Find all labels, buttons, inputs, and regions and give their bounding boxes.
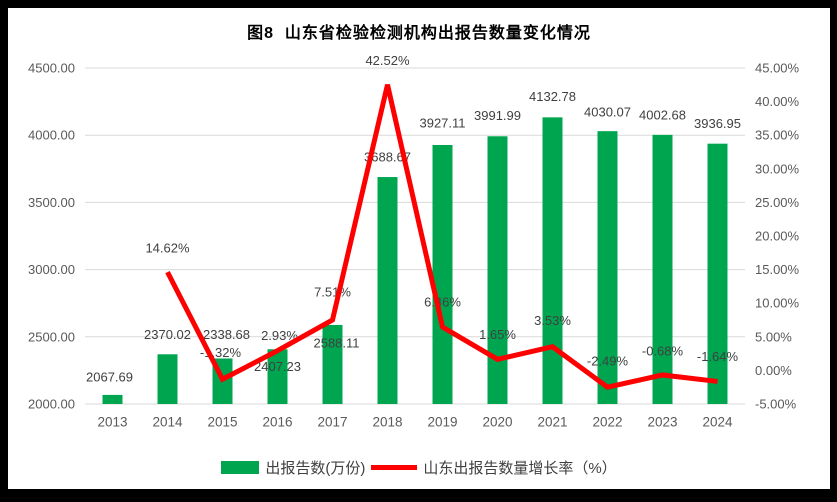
legend-bar-swatch-icon <box>221 461 260 474</box>
bar-2023 <box>652 134 673 404</box>
growth-value-label: 42.52% <box>365 53 410 68</box>
y-left-tick-label: 4000.00 <box>28 128 75 143</box>
y-left-tick-label: 2500.00 <box>28 329 75 344</box>
bar-2014 <box>157 354 178 404</box>
legend-line-label: 山东出报告数量增长率（%） <box>423 460 617 477</box>
y-left-tick-label: 2000.00 <box>28 397 75 412</box>
x-tick-label: 2019 <box>427 415 457 430</box>
x-tick-label: 2023 <box>647 415 677 430</box>
y-left-tick-label: 4500.00 <box>28 61 75 76</box>
growth-value-label: 2.93% <box>261 328 298 343</box>
bar-value-label: 2338.68 <box>203 327 250 342</box>
y-right-tick-label: 40.00% <box>755 94 800 109</box>
x-tick-label: 2022 <box>592 415 622 430</box>
y-right-tick-label: 35.00% <box>755 128 800 143</box>
bar-2020 <box>487 136 508 404</box>
chart-plot: 4500.00 4000.00 3500.00 3000.00 2500.00 2000.… <box>28 53 800 430</box>
y-right-tick-label: 15.00% <box>755 262 800 277</box>
growth-value-label: -0.68% <box>642 343 684 358</box>
y-right-tick-label: 25.00% <box>755 195 800 210</box>
y-right-tick-label: 5.00% <box>755 329 792 344</box>
bar-value-label: 4030.07 <box>584 105 631 120</box>
chart-legend: 出报告数(万份) 山东出报告数量增长率（%） <box>8 457 830 478</box>
bar-value-label: 2370.02 <box>144 327 191 342</box>
bar-value-label: 4002.68 <box>639 107 686 122</box>
y-right-tick-label: -5.00% <box>755 397 797 412</box>
bar-value-label: 3936.95 <box>694 116 741 131</box>
chart-area: 图8 山东省检验检测机构出报告数量变化情况 4500.00 4000.00 3500… <box>8 8 830 489</box>
bar-value-label: 2588.11 <box>313 335 359 350</box>
bar-2022 <box>597 131 618 404</box>
growth-value-label: -2.49% <box>587 354 629 369</box>
bar-2019 <box>432 144 453 405</box>
bar-value-label: 3927.11 <box>419 115 465 130</box>
growth-value-label: 7.51% <box>314 284 351 299</box>
growth-line <box>165 84 718 390</box>
chart-title: 图8 山东省检验检测机构出报告数量变化情况 <box>247 25 591 42</box>
y-left-tick-label: 3000.00 <box>28 262 75 277</box>
x-tick-label: 2017 <box>317 415 347 430</box>
x-tick-label: 2018 <box>372 415 402 430</box>
y-right-tick-label: 45.00% <box>755 61 800 76</box>
bar-2013 <box>102 394 123 404</box>
y-left-tick-label: 3500.00 <box>28 195 75 210</box>
x-tick-label: 2015 <box>207 415 237 430</box>
growth-value-label: 1.65% <box>479 327 516 342</box>
growth-value-label: 3.53% <box>534 313 571 328</box>
y-right-tick-label: 30.00% <box>755 161 800 176</box>
bar-2021 <box>542 117 563 404</box>
bar-value-label: 2067.69 <box>86 369 133 384</box>
x-tick-label: 2014 <box>152 415 183 430</box>
x-tick-label: 2016 <box>262 415 292 430</box>
bar-value-label: 3688.67 <box>364 150 411 165</box>
bar-value-label: 4132.78 <box>529 89 576 104</box>
y-right-tick-label: 10.00% <box>755 296 800 311</box>
y-right-tick-label: 0.00% <box>755 363 792 378</box>
bar-2024 <box>707 143 728 404</box>
x-tick-label: 2013 <box>97 415 127 430</box>
bar-2018 <box>377 177 398 404</box>
growth-value-label: 14.62% <box>145 241 190 256</box>
legend-line-swatch-icon <box>371 465 418 470</box>
bar-2016 <box>267 349 288 404</box>
y-right-tick-label: 20.00% <box>755 229 800 244</box>
legend-bar-label: 出报告数(万份) <box>265 460 366 477</box>
bar-2017 <box>322 324 343 404</box>
bar-value-label: 3991.99 <box>474 108 521 123</box>
x-tick-label: 2020 <box>482 415 512 430</box>
x-tick-label: 2021 <box>537 415 567 430</box>
growth-value-label: 6.46% <box>424 294 461 309</box>
x-tick-label: 2024 <box>702 415 733 430</box>
bar-value-label: 2407.23 <box>254 359 301 374</box>
growth-value-label: -1.64% <box>697 349 739 364</box>
